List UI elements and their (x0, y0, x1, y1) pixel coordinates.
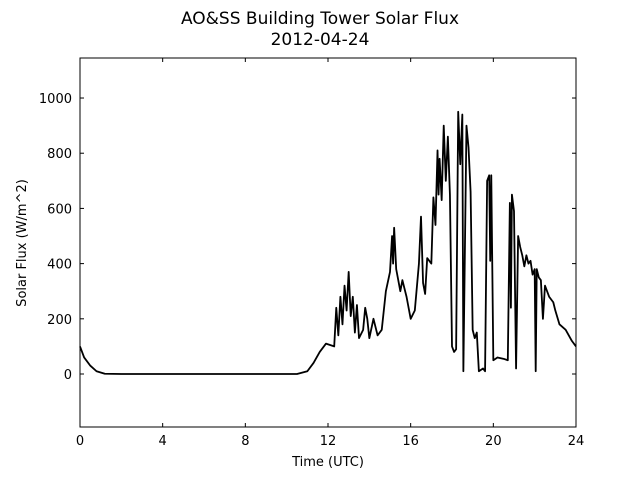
chart-subtitle: 2012-04-24 (271, 30, 370, 50)
flux-line (79, 110, 577, 375)
y-axis-label: Solar Flux (W/m^2) (15, 179, 30, 307)
chart-title: AO&SS Building Tower Solar Flux (181, 9, 459, 29)
y-tick-label: 400 (47, 258, 72, 273)
plot-frame (79, 57, 577, 428)
x-axis-label: Time (UTC) (291, 455, 364, 470)
x-tick-label: 8 (241, 434, 249, 449)
y-tick-label: 200 (47, 313, 72, 328)
y-tick-label: 800 (47, 147, 72, 162)
x-tick-label: 0 (76, 434, 84, 449)
x-tick-label: 24 (568, 434, 585, 449)
y-tick-label: 600 (47, 202, 72, 217)
x-tick-label: 12 (320, 434, 337, 449)
y-tick-label: 1000 (39, 92, 72, 107)
x-tick-label: 4 (159, 434, 167, 449)
y-tick-label: 0 (64, 368, 72, 383)
x-tick-label: 20 (485, 434, 502, 449)
x-tick-label: 16 (402, 434, 419, 449)
